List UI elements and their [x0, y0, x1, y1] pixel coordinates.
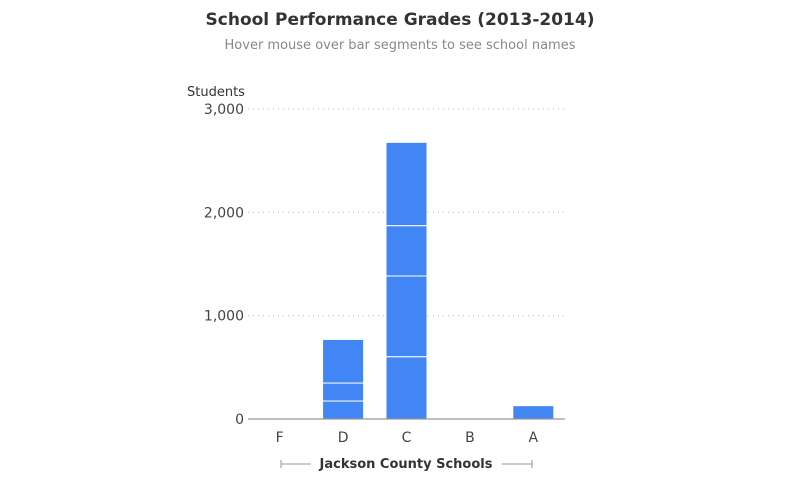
bar-segment — [385, 356, 428, 420]
y-tick-label: 2,000 — [204, 205, 244, 221]
bar-segment — [512, 405, 555, 420]
y-tick-label: 0 — [235, 412, 244, 428]
chart-subtitle: Hover mouse over bar segments to see sch… — [224, 38, 576, 53]
bar-segment — [385, 225, 428, 277]
bar-segment — [385, 275, 428, 358]
bar-segment — [385, 141, 428, 227]
y-axis-label: Students — [187, 85, 245, 100]
bar-segment — [322, 338, 365, 384]
chart-title: School Performance Grades (2013-2014) — [205, 10, 595, 30]
y-tick-label: 3,000 — [204, 102, 244, 118]
x-tick-label: B — [465, 430, 475, 446]
x-tick-label: C — [402, 430, 412, 446]
x-tick-label: F — [276, 430, 284, 446]
x-axis-label: Jackson County Schools — [319, 457, 493, 472]
x-tick-label: A — [529, 430, 539, 446]
x-tick-label: D — [338, 430, 349, 446]
bar-segment — [322, 382, 365, 402]
bar-segment — [322, 400, 365, 420]
y-tick-label: 1,000 — [204, 309, 244, 325]
